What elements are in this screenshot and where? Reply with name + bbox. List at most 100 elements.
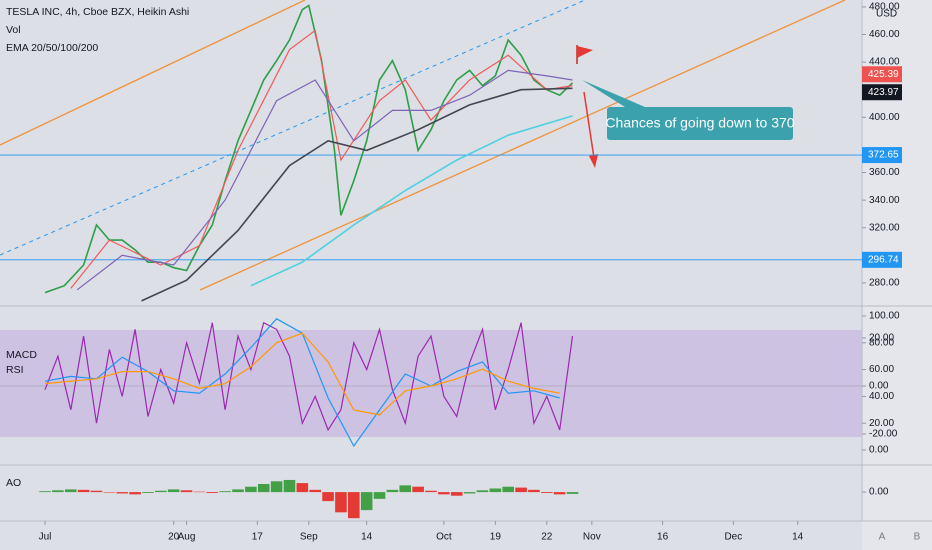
y-tick-label: 0.00: [869, 381, 889, 392]
ao-bar: [502, 486, 514, 493]
y-tick-label: 340.00: [869, 195, 900, 206]
axis-button: A: [879, 532, 886, 543]
x-tick-label: 19: [490, 532, 502, 543]
last-price-label: 423.97: [868, 87, 899, 98]
ao-bar: [180, 490, 193, 493]
ao-bar: [257, 484, 270, 493]
trend-line: [0, 0, 306, 146]
ao-bar: [206, 492, 219, 493]
ao-bar: [360, 492, 373, 511]
ao-bar: [450, 492, 463, 496]
ao-bar: [103, 492, 116, 493]
x-tick-label: 22: [541, 532, 553, 543]
x-tick-label: Sep: [300, 532, 318, 543]
callout-box: [607, 107, 793, 140]
ao-bar: [155, 490, 167, 493]
trend-line: [199, 0, 846, 291]
ao-bar: [515, 487, 527, 493]
ao-bar: [296, 483, 309, 493]
x-tick-label: 16: [657, 532, 669, 543]
ao-bar: [219, 491, 231, 493]
x-tick-label: Dec: [724, 532, 742, 543]
x-tick-label: 20: [168, 532, 180, 543]
ao-bar: [425, 490, 437, 493]
y-tick-label: 400.00: [869, 112, 900, 123]
ao-bar: [412, 486, 424, 493]
x-tick-label: 17: [252, 532, 264, 543]
currency: USD: [876, 9, 897, 20]
trend-line-dashed: [0, 0, 586, 256]
y-tick-label: 0.00: [869, 487, 889, 498]
arrow-shaft: [583, 91, 595, 159]
ao-bar: [528, 489, 540, 493]
indicator-label: EMA 20/50/100/200: [6, 42, 98, 54]
ao-bar: [116, 492, 129, 494]
ao-bar: [489, 488, 502, 493]
x-tick-label: Jul: [39, 532, 52, 543]
ao-bar: [283, 479, 296, 493]
y-tick-label: -20.00: [869, 429, 898, 440]
series-line: [141, 87, 573, 302]
series-line: [250, 115, 573, 287]
y-tick-label: 480.00: [869, 2, 900, 13]
indicator-label: Vol: [6, 24, 21, 36]
ao-bar: [373, 492, 386, 499]
ao-bar: [142, 492, 154, 493]
last-price-bg: [862, 66, 902, 83]
indicator-label: AO: [6, 477, 21, 489]
series-line: [70, 29, 573, 289]
ao-bar: [52, 490, 64, 493]
rsi-band: [0, 330, 862, 437]
axis-button: B: [914, 532, 921, 543]
level-label: 372.65: [868, 150, 899, 161]
x-tick-label: Aug: [178, 532, 196, 543]
ao-bar: [129, 492, 141, 495]
ao-bar: [270, 481, 283, 493]
level-label-bg: [862, 251, 902, 268]
ao-bar: [348, 492, 360, 519]
y-tick-label: 0.00: [869, 445, 889, 456]
callout-pointer: [582, 80, 645, 107]
ao-bar: [438, 492, 450, 495]
y-tick-label: 440.00: [869, 57, 900, 68]
series-line: [44, 321, 574, 432]
ao-bar: [167, 489, 180, 493]
ao-bar: [399, 485, 412, 493]
ao-bar: [64, 489, 77, 493]
price-axis-bg: [862, 0, 932, 550]
x-tick-label: Nov: [583, 532, 601, 543]
y-tick-label: 100.00: [869, 311, 900, 322]
indicator-label: MACD: [6, 349, 37, 361]
ao-bar: [463, 492, 476, 494]
ao-bar: [386, 489, 399, 493]
y-tick-label: 460.00: [869, 29, 900, 40]
ao-bar: [553, 492, 566, 495]
x-tick-label: 14: [361, 532, 373, 543]
y-tick-label: 80.00: [869, 337, 894, 348]
ao-bar: [245, 486, 257, 493]
ao-bar: [232, 489, 244, 493]
ao-bar: [541, 492, 553, 493]
ao-bar: [193, 491, 206, 493]
x-tick-label: 14: [792, 532, 804, 543]
y-tick-label: 60.00: [869, 364, 894, 375]
series-line: [76, 69, 573, 291]
annotation: Chances of going down to 370: [605, 115, 794, 131]
y-tick-label: 360.00: [869, 167, 900, 178]
chart-title: TESLA INC, 4h, Cboe BZX, Heikin Ashi: [6, 6, 189, 18]
ao-bar: [335, 492, 347, 513]
last-price-label: 425.39: [868, 69, 899, 80]
indicator-label: RSI: [6, 364, 24, 376]
x-tick-label: Oct: [436, 532, 452, 543]
level-label-bg: [862, 147, 902, 164]
flag: [577, 46, 593, 58]
arrow-head: [589, 154, 598, 168]
ao-bar: [322, 492, 334, 502]
ao-bar: [476, 490, 489, 493]
ao-bar: [39, 491, 51, 493]
ao-bar: [90, 490, 103, 493]
ao-bar: [566, 492, 579, 494]
ao-bar: [77, 489, 90, 493]
